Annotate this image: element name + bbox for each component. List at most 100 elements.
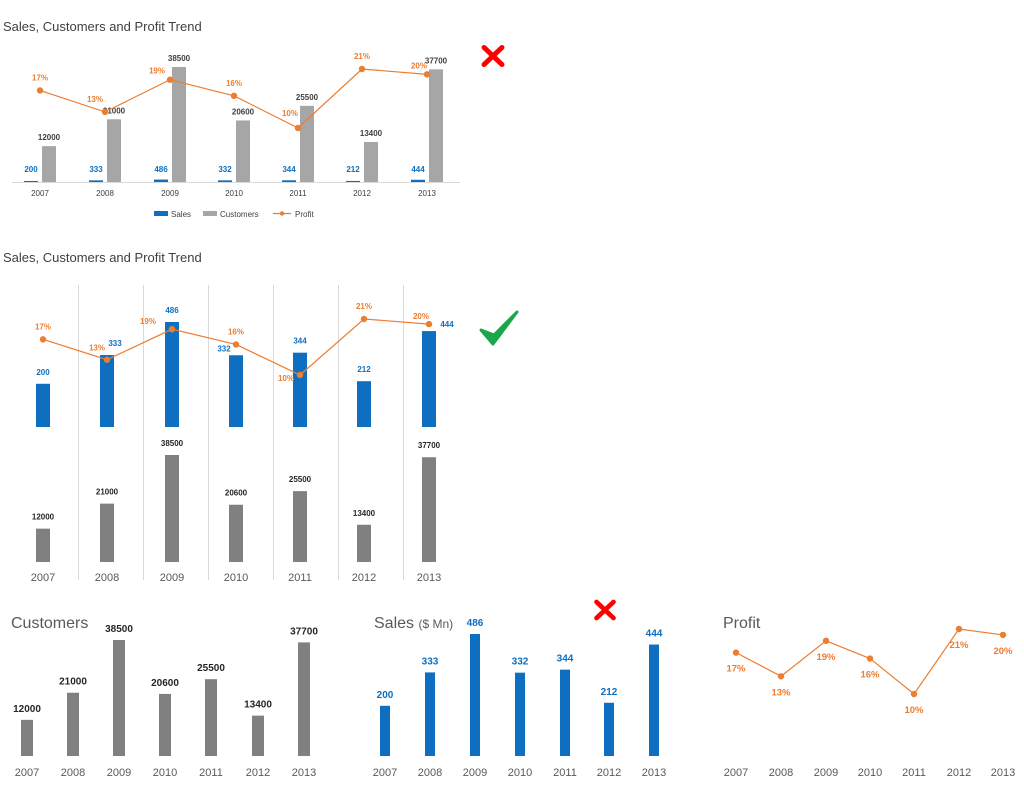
- c2-customers-bar: [357, 524, 371, 562]
- c4-sales-label: 332: [512, 657, 529, 668]
- c1-profit-label: 10%: [282, 109, 298, 118]
- c3-x-tick: 2007: [15, 767, 39, 779]
- c1-profit-label: 21%: [354, 52, 370, 61]
- c2-profit-point: [360, 315, 368, 323]
- c3-customers-label: 12000: [13, 704, 41, 715]
- chart1-title: Sales, Customers and Profit Trend: [3, 19, 202, 34]
- c2-profit-point: [232, 341, 240, 348]
- c2-x-tick: 2010: [224, 572, 248, 584]
- c5-profit-point: [777, 673, 785, 680]
- c2-customers-label: 21000: [96, 488, 119, 497]
- green-check-icon: [479, 310, 519, 346]
- c1-customers-label: 37700: [425, 56, 448, 65]
- c5-profit-point: [822, 637, 830, 645]
- c3-x-tick: 2012: [246, 767, 270, 779]
- c5-profit-label: 21%: [949, 640, 969, 651]
- c3-customers-label: 20600: [151, 678, 179, 689]
- c3-customers-bar: [21, 719, 33, 756]
- c5-profit-point: [955, 625, 963, 633]
- c1-customers-bar: [42, 146, 56, 182]
- c1-sales-bar: [346, 180, 360, 182]
- c1-x-tick: 2008: [96, 189, 114, 198]
- c5-profit-point: [910, 690, 918, 698]
- c2-customers-label: 13400: [353, 509, 376, 518]
- c1-sales-bar: [24, 181, 38, 182]
- c1-customers-label: 38500: [168, 54, 191, 63]
- c1-sales-label: 486: [154, 165, 168, 174]
- c1-profit-point: [423, 71, 431, 78]
- c1-x-tick: 2010: [225, 189, 243, 198]
- c2-x-tick: 2013: [417, 572, 441, 584]
- c2-x-tick: 2007: [31, 572, 55, 584]
- c3-customers-label: 37700: [290, 626, 318, 637]
- c1-legend-sales-swatch: [154, 211, 168, 216]
- c2-sales-label: 344: [293, 337, 307, 346]
- c5-x-tick: 2007: [724, 767, 748, 779]
- c2-profit-label: 21%: [356, 302, 372, 311]
- c2-customers-bar: [293, 491, 307, 562]
- red-cross-icon: [594, 599, 616, 621]
- sales-chart-title: Sales ($ Mn): [374, 615, 453, 633]
- c2-sales-label: 444: [440, 320, 454, 329]
- c1-legend-sales: Sales: [171, 210, 191, 219]
- chart2-title: Sales, Customers and Profit Trend: [3, 250, 202, 265]
- c1-customers-bar: [300, 105, 314, 182]
- sales-title-text: Sales: [374, 615, 415, 632]
- c1-profit-point: [358, 65, 366, 73]
- c3-x-tick: 2010: [153, 767, 177, 779]
- c1-sales-label: 212: [346, 165, 360, 174]
- c2-profit-point: [39, 336, 47, 343]
- c1-profit-label: 19%: [149, 67, 165, 76]
- c5-x-tick: 2011: [902, 767, 926, 779]
- c2-sales-bar: [422, 331, 436, 427]
- c4-x-tick: 2008: [418, 767, 442, 779]
- c5-x-tick: 2010: [858, 767, 882, 779]
- c5-profit-point: [732, 649, 740, 656]
- c2-customers-label: 37700: [418, 441, 441, 450]
- c1-x-tick: 2007: [31, 189, 49, 198]
- c5-profit-label: 13%: [771, 687, 791, 698]
- c1-sales-label: 332: [218, 165, 232, 174]
- c1-legend-customers: Customers: [220, 210, 259, 219]
- c3-customers-bar: [67, 692, 79, 756]
- c1-x-tick: 2013: [418, 189, 436, 198]
- c2-x-tick: 2008: [95, 572, 119, 584]
- c4-sales-bar: [425, 672, 435, 756]
- c2-customers-label: 20600: [225, 489, 248, 498]
- c4-sales-bar: [470, 634, 480, 756]
- cross-stroke: [594, 599, 616, 621]
- c1-customers-label: 20600: [232, 107, 255, 116]
- c1-sales-bar: [89, 180, 103, 182]
- profit-chart-title: Profit: [723, 615, 761, 632]
- c2-customers-bar: [100, 503, 114, 562]
- c1-profit-label: 13%: [87, 95, 103, 104]
- c2-sales-bar: [36, 383, 50, 427]
- c3-customers-bar: [159, 693, 171, 756]
- red-cross-icon: [481, 44, 505, 68]
- c4-sales-label: 486: [467, 618, 484, 629]
- c2-customers-bar: [36, 528, 50, 562]
- c2-sales-bar: [293, 352, 307, 427]
- customers-chart-title: Customers: [11, 615, 89, 632]
- c3-customers-label: 13400: [244, 700, 272, 711]
- c2-profit-label: 16%: [228, 327, 244, 336]
- c2-profit-label: 13%: [89, 344, 105, 353]
- c2-profit-point: [425, 320, 433, 328]
- c2-customers-bar: [165, 455, 179, 562]
- c3-customers-label: 25500: [197, 663, 225, 674]
- c1-customers-label: 21000: [103, 106, 126, 115]
- c2-profit-point: [103, 356, 111, 363]
- c3-x-tick: 2008: [61, 767, 85, 779]
- c4-sales-bar: [380, 705, 390, 756]
- c2-sales-bar: [357, 381, 371, 427]
- c2-customers-bar: [229, 504, 243, 562]
- c1-profit-label: 16%: [226, 79, 242, 88]
- c1-customers-label: 13400: [360, 129, 383, 138]
- c2-profit-label: 20%: [413, 312, 429, 321]
- c1-profit-point: [230, 92, 238, 100]
- c1-x-tick: 2011: [289, 189, 307, 198]
- c2-profit-point: [296, 371, 304, 379]
- c5-profit-label: 20%: [993, 646, 1013, 657]
- c2-customers-label: 12000: [32, 513, 55, 522]
- c1-customers-label: 12000: [38, 133, 61, 142]
